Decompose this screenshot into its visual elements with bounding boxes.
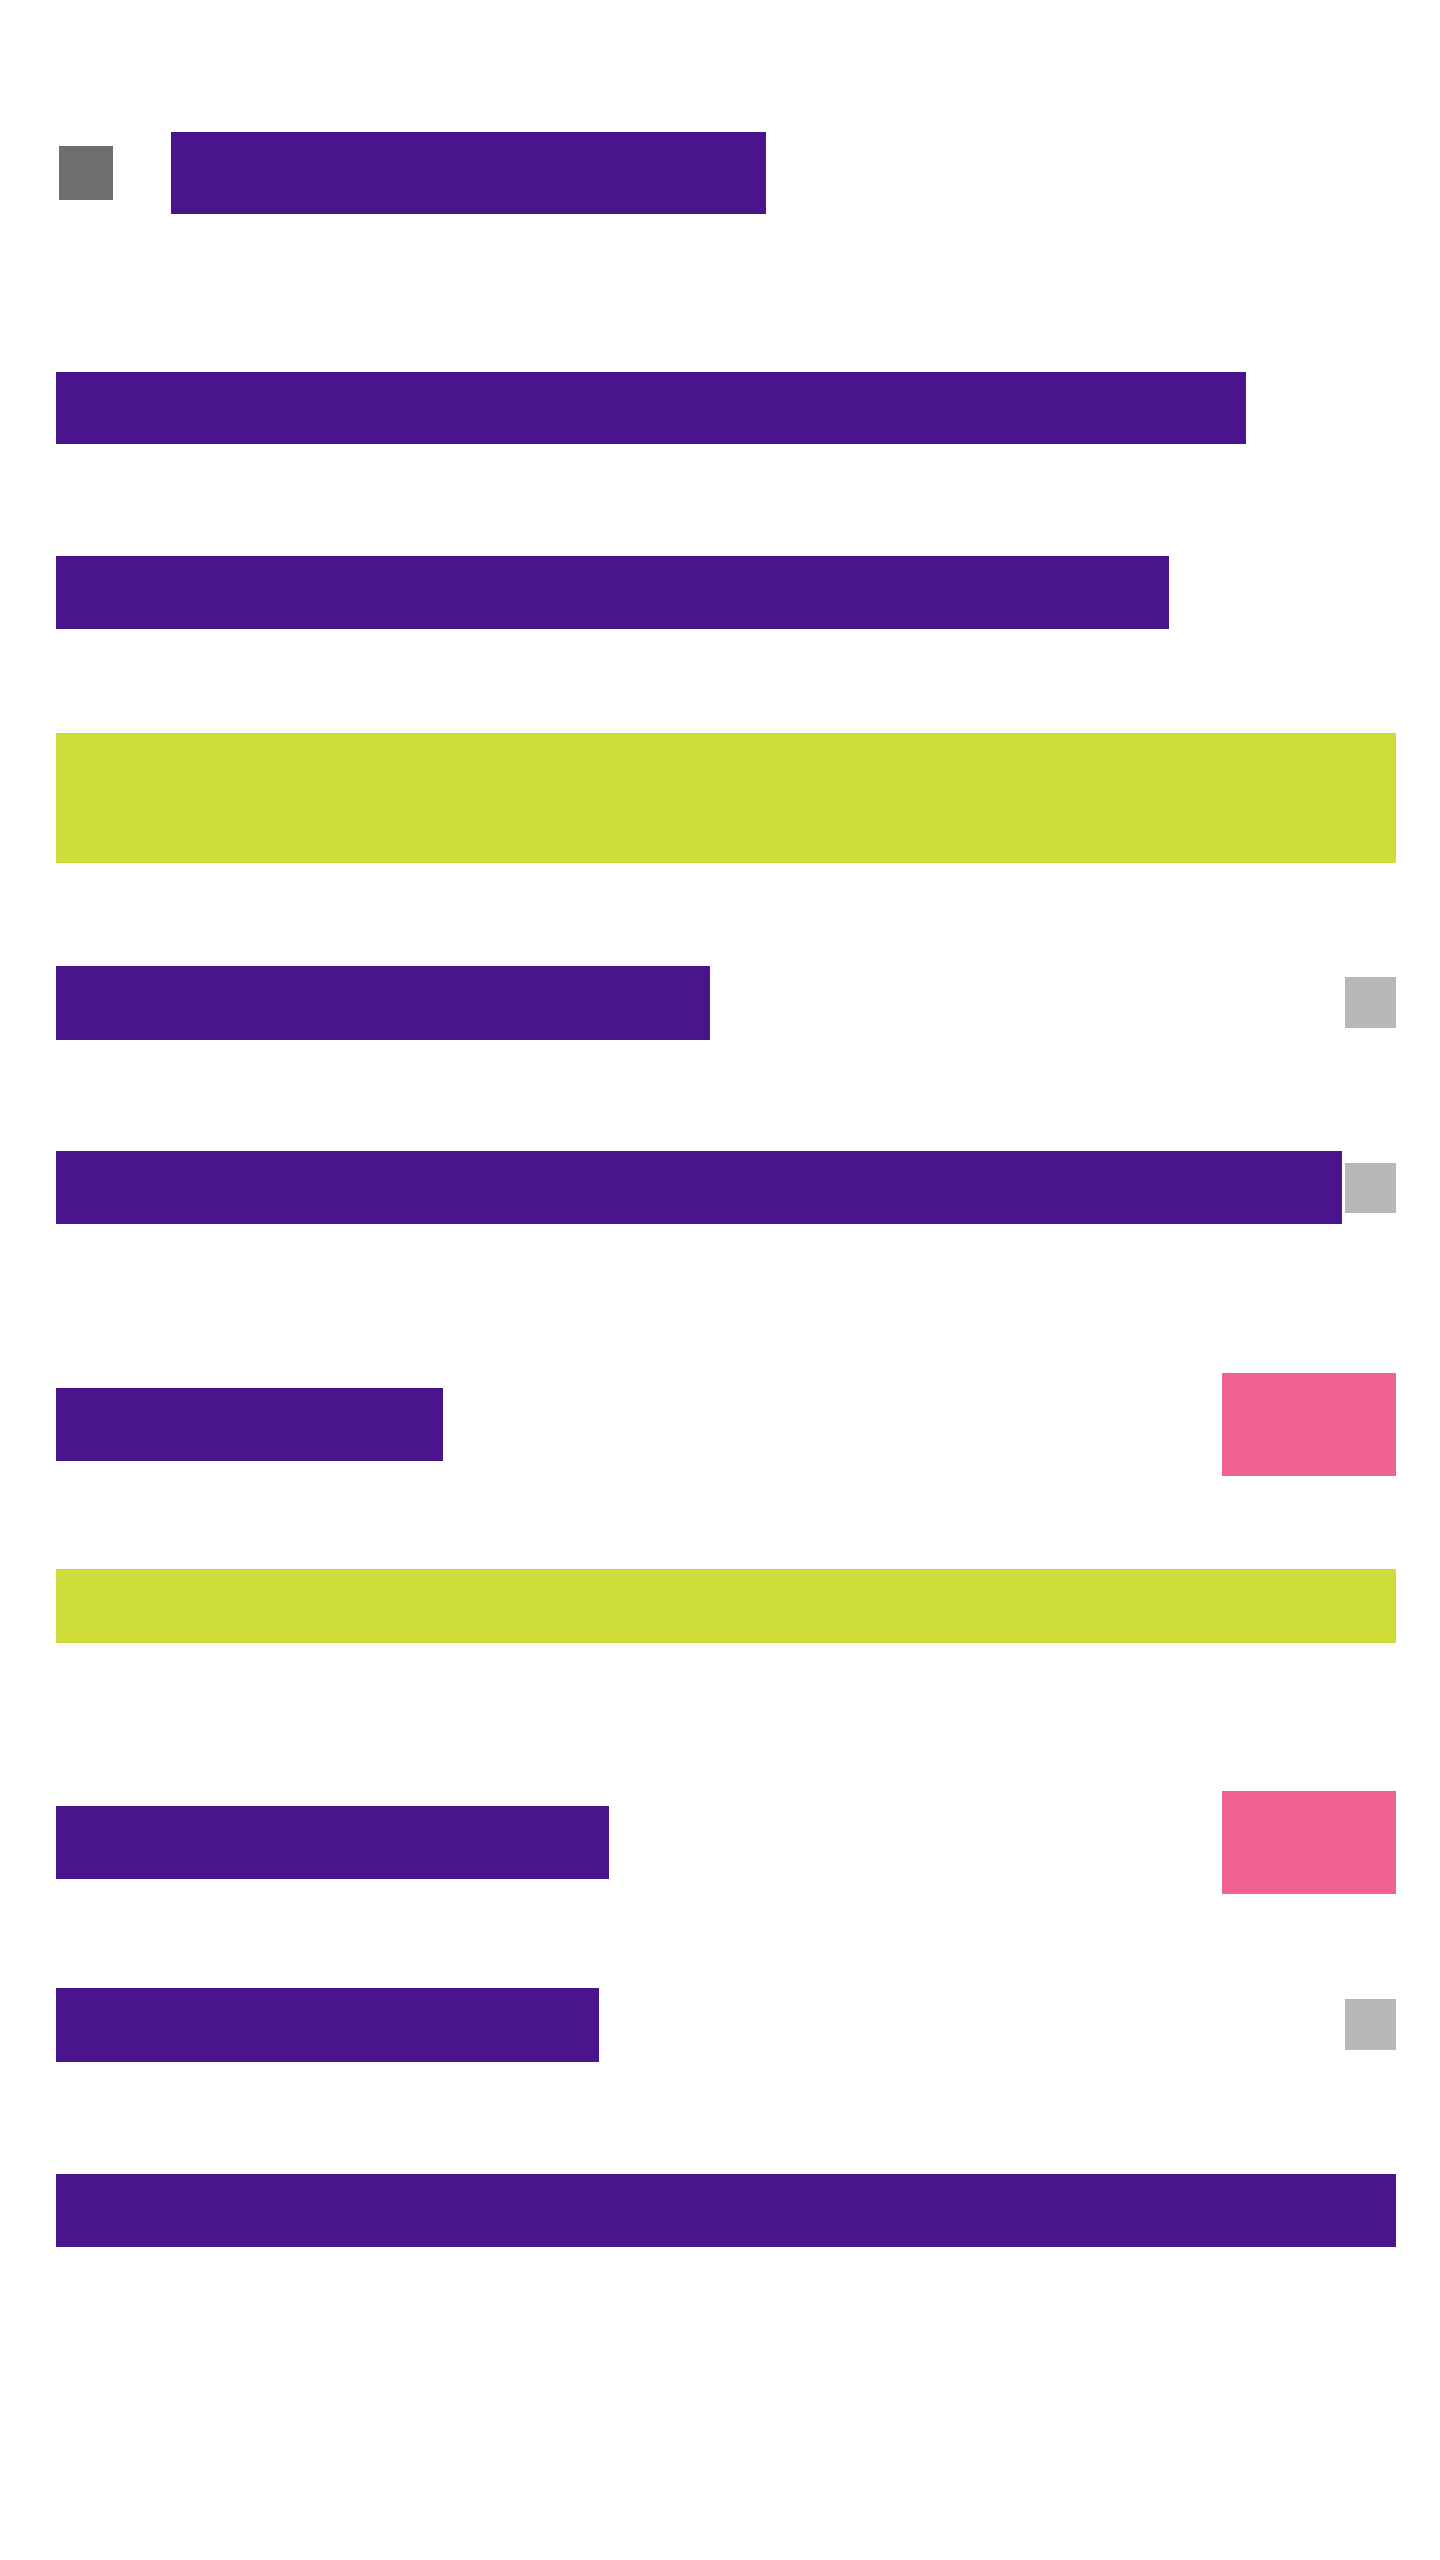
action-button[interactable] <box>1222 1373 1396 1476</box>
list-item-label <box>56 966 710 1040</box>
list-item[interactable] <box>56 2174 1396 2247</box>
checkbox-icon[interactable] <box>1345 977 1396 1028</box>
list-item[interactable] <box>56 1988 599 2062</box>
menu-icon[interactable] <box>59 146 113 200</box>
checkbox-icon[interactable] <box>1345 1999 1396 2050</box>
highlight-bar[interactable] <box>56 1569 1396 1643</box>
list-item[interactable] <box>56 372 1246 444</box>
list-item-label <box>56 1988 599 2062</box>
highlight-banner-label <box>56 733 1396 863</box>
action-button-label <box>1222 1791 1396 1894</box>
list-item-label <box>56 372 1246 444</box>
list-item-label <box>56 1806 609 1879</box>
list-item <box>56 1388 443 1461</box>
list-item-label <box>56 1388 443 1461</box>
checkbox-icon[interactable] <box>1345 1163 1396 1213</box>
list-item-label <box>56 556 1169 629</box>
highlight-banner[interactable] <box>56 733 1396 863</box>
action-button[interactable] <box>1222 1791 1396 1894</box>
list-item-label <box>56 2174 1396 2247</box>
list-item <box>56 1806 609 1879</box>
list-item-label <box>56 1151 1342 1224</box>
action-button-label <box>1222 1373 1396 1476</box>
list-item[interactable] <box>56 966 710 1040</box>
list-item[interactable] <box>56 556 1169 629</box>
list-item[interactable] <box>56 1151 1342 1224</box>
page-title-text <box>171 132 766 214</box>
page-title <box>171 132 766 214</box>
highlight-bar-label <box>56 1569 1396 1643</box>
